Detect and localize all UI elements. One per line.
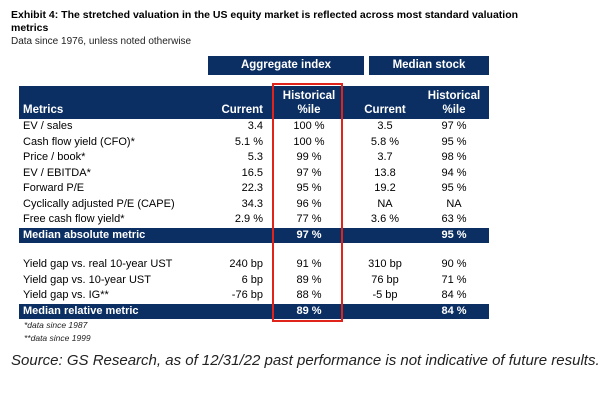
table-row: Cyclically adjusted P/E (CAPE) 34.3 96 %… bbox=[19, 197, 489, 213]
historical-percentile: 100 % bbox=[293, 135, 325, 148]
current-value: 34.3 bbox=[241, 197, 263, 210]
median-relative-median-historical: 84 % bbox=[441, 304, 467, 317]
median-absolute-historical: 97 % bbox=[296, 228, 322, 241]
table-row: EV / sales 3.4 100 % 3.5 97 % bbox=[19, 119, 489, 135]
median-relative-historical: 89 % bbox=[296, 304, 322, 317]
median-absolute-row: Median absolute metric 97 % 95 % bbox=[19, 227, 489, 243]
historical-percentile: 88 % bbox=[296, 289, 322, 301]
historical-percentile: 100 % bbox=[293, 120, 325, 132]
metric-label: Free cash flow yield* bbox=[23, 213, 125, 225]
median-current-value: 3.5 bbox=[377, 120, 393, 132]
historical-percentile: 99 % bbox=[296, 151, 322, 163]
current-value: -76 bp bbox=[231, 289, 263, 301]
median-current-value: 3.7 bbox=[377, 151, 393, 163]
median-current-value: 19.2 bbox=[374, 182, 396, 194]
median-current-value: 76 bp bbox=[371, 273, 399, 286]
median-percentile-column-header: %ile bbox=[442, 104, 466, 116]
median-historical-percentile: NA bbox=[446, 197, 462, 210]
exhibit-title: Exhibit 4: The stretched valuation in th… bbox=[11, 9, 519, 34]
aggregate-index-header: Aggregate index bbox=[208, 56, 364, 75]
median-current-value: NA bbox=[377, 197, 393, 210]
table-row: Free cash flow yield* 2.9 % 77 % 3.6 % 6… bbox=[19, 212, 489, 228]
current-value: 240 bp bbox=[229, 258, 263, 270]
median-absolute-median-historical: 95 % bbox=[441, 228, 467, 241]
median-historical-percentile: 84 % bbox=[441, 289, 467, 301]
column-header-row: Metrics Current Historical %ile Current … bbox=[19, 86, 489, 119]
table-row: Forward P/E 22.3 95 % 19.2 95 % bbox=[19, 181, 489, 197]
current-value: 2.9 % bbox=[234, 213, 263, 225]
median-current-value: 5.8 % bbox=[370, 135, 400, 148]
historical-percentile: 95 % bbox=[296, 182, 322, 194]
metric-label: Price / book* bbox=[23, 151, 86, 163]
table-row: Yield gap vs. 10-year UST 6 bp 89 % 76 b… bbox=[19, 273, 489, 289]
median-historical-column-header: Historical bbox=[427, 90, 481, 102]
median-current-column-header: Current bbox=[364, 104, 406, 116]
median-current-value: 3.6 % bbox=[370, 213, 400, 225]
median-stock-header: Median stock bbox=[369, 56, 489, 75]
metric-label: Cash flow yield (CFO)* bbox=[23, 135, 135, 148]
current-value: 5.1 % bbox=[234, 135, 263, 148]
current-value: 22.3 bbox=[241, 182, 263, 194]
metric-label: Yield gap vs. real 10-year UST bbox=[23, 258, 173, 270]
historical-column-header: Historical bbox=[282, 90, 336, 102]
current-value: 16.5 bbox=[241, 166, 263, 179]
source-caption: Source: GS Research, as of 12/31/22 past… bbox=[11, 352, 600, 369]
median-current-value: 13.8 bbox=[374, 166, 396, 179]
footnote-1987: *data since 1987 bbox=[24, 320, 88, 330]
median-historical-percentile: 90 % bbox=[441, 258, 467, 270]
table-row: Yield gap vs. IG** -76 bp 88 % -5 bp 84 … bbox=[19, 288, 489, 304]
metric-label: Forward P/E bbox=[23, 182, 85, 194]
metrics-column-header: Metrics bbox=[23, 104, 64, 116]
historical-percentile: 91 % bbox=[296, 258, 322, 270]
metric-label: EV / sales bbox=[23, 120, 73, 132]
median-absolute-label: Median absolute metric bbox=[23, 228, 146, 241]
median-relative-row: Median relative metric 89 % 84 % bbox=[19, 303, 489, 319]
table-row: Cash flow yield (CFO)* 5.1 % 100 % 5.8 %… bbox=[19, 135, 489, 151]
absolute-metrics-table: EV / sales 3.4 100 % 3.5 97 % Cash flow … bbox=[19, 119, 489, 243]
table-row: EV / EBITDA* 16.5 97 % 13.8 94 % bbox=[19, 166, 489, 182]
current-value: 3.4 bbox=[247, 120, 263, 132]
median-historical-percentile: 71 % bbox=[441, 273, 467, 286]
median-historical-percentile: 95 % bbox=[441, 135, 467, 148]
metric-label: Yield gap vs. IG** bbox=[23, 289, 109, 301]
median-historical-percentile: 97 % bbox=[441, 120, 467, 132]
median-historical-percentile: 95 % bbox=[441, 182, 467, 194]
table-row: Yield gap vs. real 10-year UST 240 bp 91… bbox=[19, 257, 489, 273]
median-current-value: 310 bp bbox=[368, 258, 402, 270]
percentile-column-header: %ile bbox=[297, 104, 321, 116]
median-historical-percentile: 94 % bbox=[441, 166, 467, 179]
exhibit-subtitle: Data since 1976, unless noted otherwise bbox=[11, 36, 192, 47]
median-relative-label: Median relative metric bbox=[23, 304, 139, 317]
metric-label: EV / EBITDA* bbox=[23, 166, 91, 179]
historical-percentile-highlight-box bbox=[272, 83, 343, 322]
historical-percentile: 89 % bbox=[296, 273, 322, 286]
current-value: 5.3 bbox=[247, 151, 263, 163]
table-row: Price / book* 5.3 99 % 3.7 98 % bbox=[19, 150, 489, 166]
historical-percentile: 96 % bbox=[296, 197, 322, 210]
median-current-value: -5 bp bbox=[372, 289, 398, 301]
historical-percentile: 97 % bbox=[296, 166, 322, 179]
metric-label: Cyclically adjusted P/E (CAPE) bbox=[23, 197, 175, 210]
relative-metrics-table: Yield gap vs. real 10-year UST 240 bp 91… bbox=[19, 257, 489, 319]
median-historical-percentile: 63 % bbox=[441, 213, 467, 225]
current-column-header: Current bbox=[221, 104, 263, 116]
current-value: 6 bp bbox=[241, 273, 263, 286]
footnote-1999: **data since 1999 bbox=[24, 333, 91, 343]
metric-label: Yield gap vs. 10-year UST bbox=[23, 273, 151, 286]
historical-percentile: 77 % bbox=[296, 213, 322, 225]
median-historical-percentile: 98 % bbox=[441, 151, 467, 163]
